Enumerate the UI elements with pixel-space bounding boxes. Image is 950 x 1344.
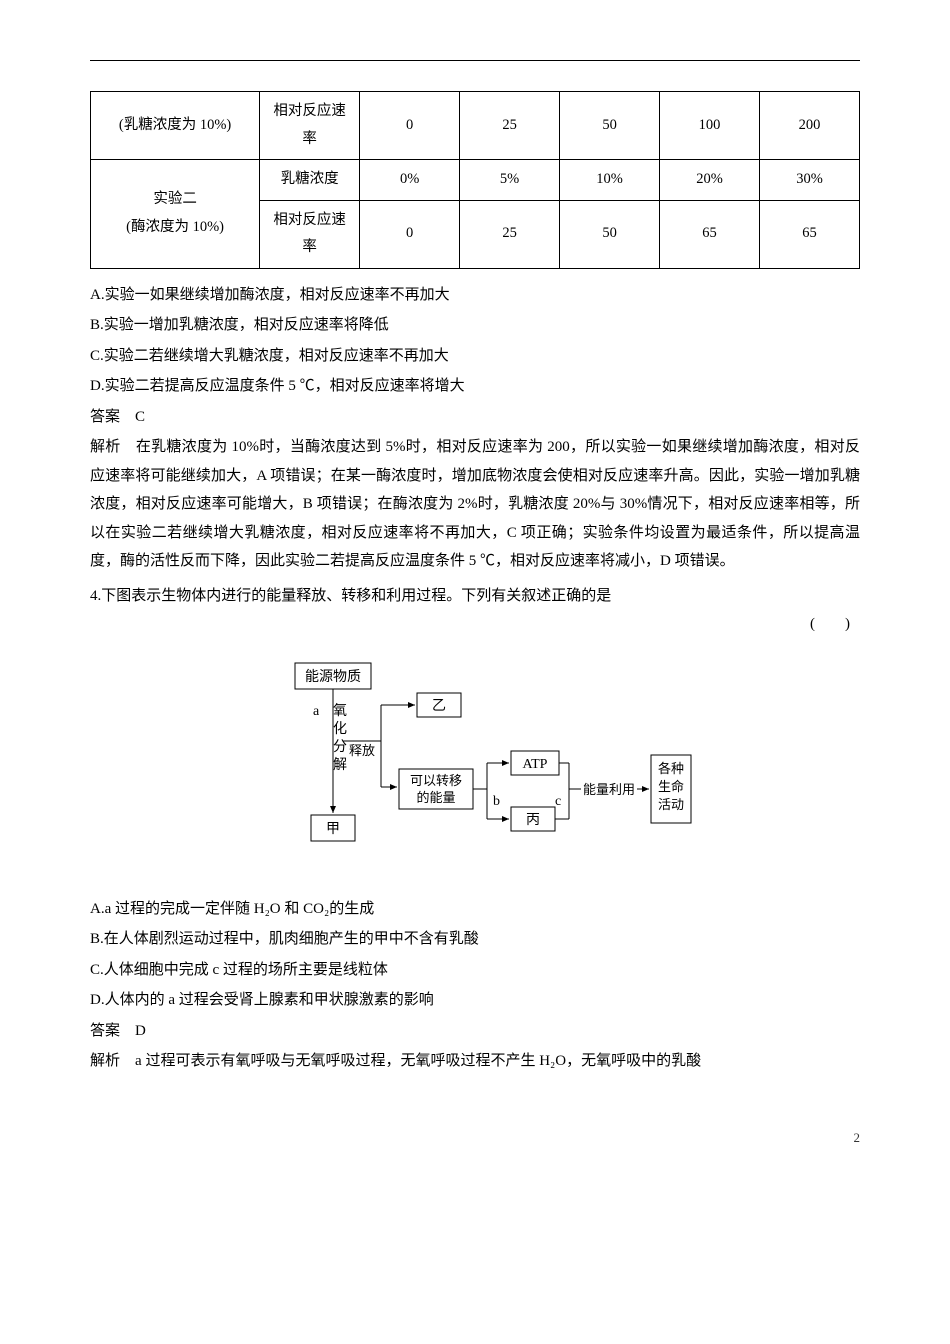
cell: 25 — [460, 200, 560, 268]
answer-value: D — [135, 1023, 146, 1039]
q4-explain: 解析 a 过程可表示有氧呼吸与无氧呼吸过程，无氧呼吸过程不产生 H₂O，无氧呼吸… — [90, 1047, 860, 1076]
q4-option-b: B.在人体剧烈运动过程中，肌肉细胞产生的甲中不含有乳酸 — [90, 925, 860, 954]
cell: 20% — [660, 160, 760, 201]
svg-text:活动: 活动 — [658, 797, 684, 812]
svg-text:解: 解 — [333, 757, 347, 773]
explain-text: a 过程可表示有氧呼吸与无氧呼吸过程，无氧呼吸过程不产生 H₂O，无氧呼吸中的乳… — [135, 1053, 701, 1069]
q4-diagram: 能源物质 a 氧 化 分 解 甲 释放 乙 — [90, 655, 860, 875]
answer-label: 答案 — [90, 409, 120, 425]
svg-text:可以转移: 可以转移 — [410, 773, 462, 788]
node-oxidize-1: 氧 — [333, 703, 347, 719]
row2-sub: 乳糖浓度 — [260, 160, 360, 201]
node-use: 能量利用 — [583, 782, 635, 797]
node-bing: 丙 — [526, 813, 540, 828]
q3-option-a: A.实验一如果继续增加酶浓度，相对反应速率不再加大 — [90, 281, 860, 310]
q4-answer: 答案 D — [90, 1017, 860, 1046]
q4-option-d: D.人体内的 a 过程会受肾上腺素和甲状腺激素的影响 — [90, 986, 860, 1015]
explain-text: 在乳糖浓度为 10%时，当酶浓度达到 5%时，相对反应速率为 200，所以实验一… — [90, 439, 860, 569]
node-jia: 甲 — [326, 822, 340, 837]
cell: 5% — [460, 160, 560, 201]
row1-sub: 相对反应速率 — [260, 92, 360, 160]
cell: 0% — [360, 160, 460, 201]
explain-label: 解析 — [90, 1053, 120, 1069]
cell: 0 — [360, 200, 460, 268]
q3-option-d: D.实验二若提高反应温度条件 5 ℃，相对反应速率将增大 — [90, 372, 860, 401]
q4-option-c: C.人体细胞中完成 c 过程的场所主要是线粒体 — [90, 956, 860, 985]
cell: 25 — [460, 92, 560, 160]
answer-label: 答案 — [90, 1023, 120, 1039]
energy-flow-diagram: 能源物质 a 氧 化 分 解 甲 释放 乙 — [255, 655, 695, 875]
q3-option-b: B.实验一增加乳糖浓度，相对反应速率将降低 — [90, 311, 860, 340]
row2-label: 实验二 (酶浓度为 10%) — [91, 160, 260, 269]
cell: 50 — [560, 92, 660, 160]
cell: 100 — [660, 92, 760, 160]
top-rule — [90, 60, 860, 61]
svg-text:化: 化 — [333, 721, 347, 737]
node-a: a — [313, 704, 320, 719]
explain-label: 解析 — [90, 439, 121, 455]
q4-option-a: A.a 过程的完成一定伴随 H₂O 和 CO₂的生成 — [90, 895, 860, 924]
cell: 10% — [560, 160, 660, 201]
node-yi: 乙 — [432, 698, 446, 714]
svg-text:生命: 生命 — [658, 779, 684, 794]
svg-text:各种: 各种 — [658, 761, 684, 776]
cell: 65 — [660, 200, 760, 268]
cell: 200 — [760, 92, 860, 160]
row3-sub: 相对反应速率 — [260, 200, 360, 268]
node-release: 释放 — [349, 743, 375, 758]
cell: 0 — [360, 92, 460, 160]
table-row: (乳糖浓度为 10%) 相对反应速率 0 25 50 100 200 — [91, 92, 860, 160]
q4-stem: 4.下图表示生物体内进行的能量释放、转移和利用过程。下列有关叙述正确的是 — [90, 582, 860, 611]
node-b: b — [493, 794, 500, 809]
cell: 30% — [760, 160, 860, 201]
q4-block: 4.下图表示生物体内进行的能量释放、转移和利用过程。下列有关叙述正确的是 ( )… — [90, 582, 860, 1076]
row1-label: (乳糖浓度为 10%) — [91, 92, 260, 160]
q3-answer: 答案 C — [90, 403, 860, 432]
page-number: 2 — [90, 1126, 860, 1151]
data-table: (乳糖浓度为 10%) 相对反应速率 0 25 50 100 200 实验二 (… — [90, 91, 860, 269]
cell: 50 — [560, 200, 660, 268]
node-atp: ATP — [523, 757, 548, 772]
q3-explain: 解析 在乳糖浓度为 10%时，当酶浓度达到 5%时，相对反应速率为 200，所以… — [90, 433, 860, 576]
answer-value: C — [135, 409, 145, 425]
svg-text:的能量: 的能量 — [416, 790, 455, 805]
cell: 65 — [760, 200, 860, 268]
table-row: 实验二 (酶浓度为 10%) 乳糖浓度 0% 5% 10% 20% 30% — [91, 160, 860, 201]
q3-option-c: C.实验二若继续增大乳糖浓度，相对反应速率不再加大 — [90, 342, 860, 371]
node-c: c — [555, 794, 561, 809]
q4-paren: ( ) — [90, 610, 860, 639]
node-energy-source: 能源物质 — [305, 669, 361, 685]
